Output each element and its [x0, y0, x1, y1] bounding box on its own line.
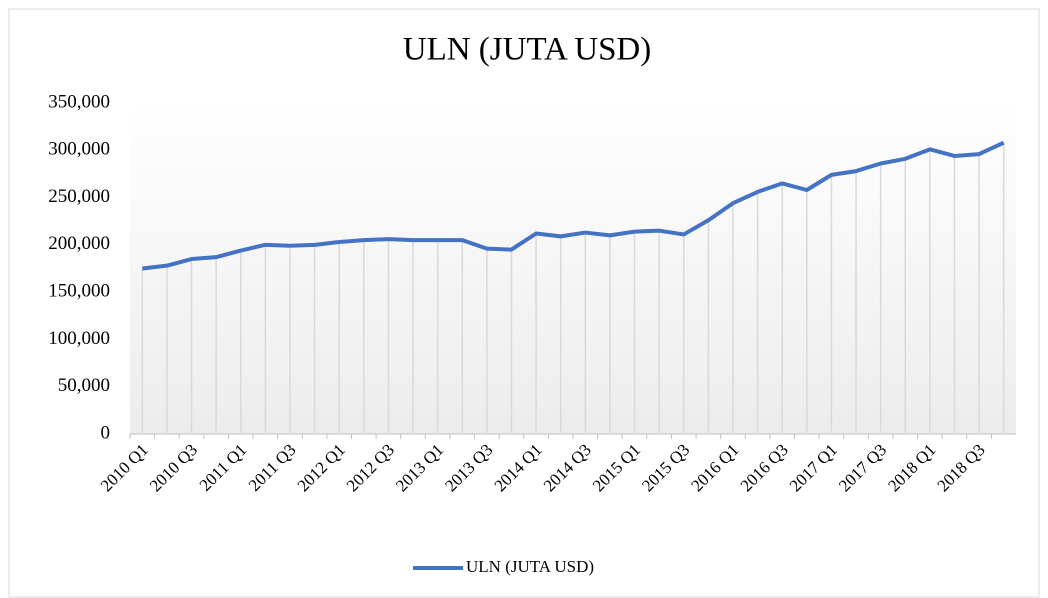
y-tick-label: 150,000	[48, 281, 110, 302]
legend-label: ULN (JUTA USD)	[466, 557, 594, 576]
y-tick-label: 200,000	[48, 233, 110, 254]
line-series	[142, 140, 1005, 271]
y-tick-label: 0	[101, 422, 111, 443]
y-tick-label: 250,000	[48, 186, 110, 207]
plot-background	[130, 103, 1016, 434]
y-tick-label: 300,000	[48, 139, 110, 160]
y-tick-label: 50,000	[58, 375, 110, 396]
y-tick-label: 100,000	[48, 328, 110, 349]
y-tick-label: 350,000	[48, 91, 110, 112]
chart-title: ULN (JUTA USD)	[403, 32, 652, 68]
